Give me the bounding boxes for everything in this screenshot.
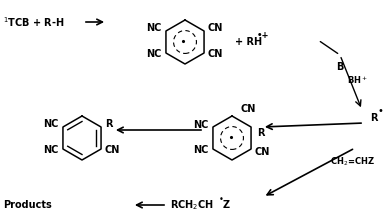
Text: CN: CN xyxy=(208,23,223,33)
Text: •: • xyxy=(219,194,224,204)
Text: •+: •+ xyxy=(257,30,269,40)
Text: R: R xyxy=(370,113,377,123)
Text: $^1$TCB + R-H: $^1$TCB + R-H xyxy=(3,15,65,29)
Text: CN: CN xyxy=(241,104,256,114)
Text: NC: NC xyxy=(44,145,59,155)
Text: Z: Z xyxy=(223,200,230,210)
Text: CN: CN xyxy=(208,49,223,59)
Text: NC: NC xyxy=(44,119,59,129)
Text: R: R xyxy=(257,128,265,138)
Text: RCH$_2$CH: RCH$_2$CH xyxy=(170,198,214,212)
Text: NC: NC xyxy=(194,145,209,155)
Text: R: R xyxy=(105,119,113,129)
Text: BH$^+$: BH$^+$ xyxy=(347,74,368,86)
Text: NC: NC xyxy=(147,23,162,33)
Text: B: B xyxy=(336,62,343,72)
Text: CH$_2$=CHZ: CH$_2$=CHZ xyxy=(330,156,375,168)
Text: + RH: + RH xyxy=(235,37,262,47)
Text: CN: CN xyxy=(255,147,270,157)
Text: NC: NC xyxy=(147,49,162,59)
Text: Products: Products xyxy=(3,200,52,210)
Text: •: • xyxy=(378,106,384,116)
Text: CN: CN xyxy=(105,145,120,155)
Text: NC: NC xyxy=(194,120,209,130)
